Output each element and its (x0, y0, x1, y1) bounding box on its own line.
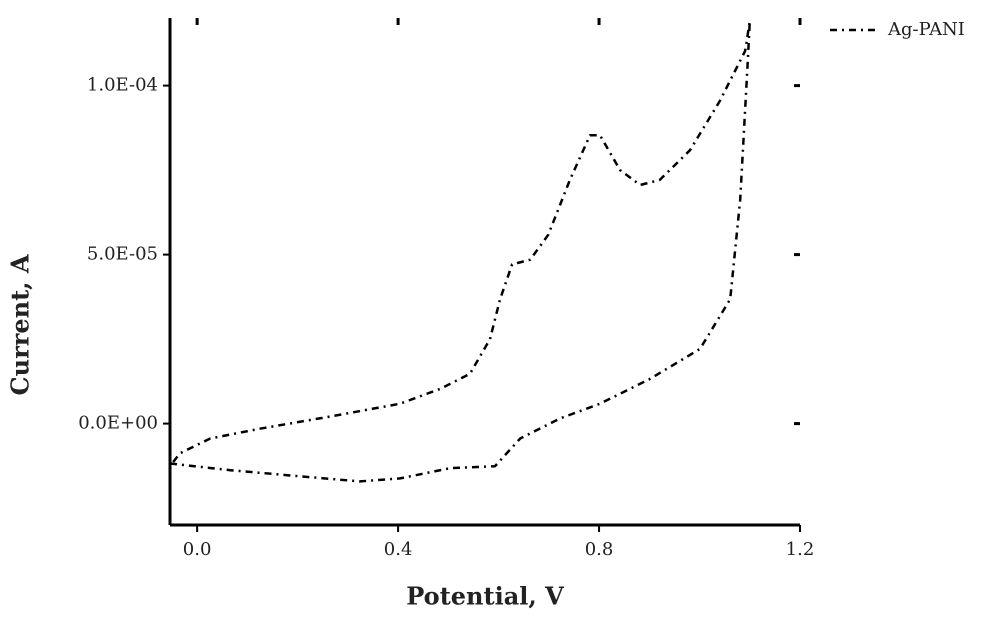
y-axis-label: Current, A (6, 254, 35, 395)
y-tick-label: 0.0E+00 (78, 413, 158, 434)
legend-label: Ag-PANI (887, 19, 965, 40)
data-line (169, 19, 752, 483)
y-tick-label: 5.0E-05 (87, 244, 158, 265)
x-tick-label: 0.8 (585, 539, 614, 560)
y-tick-label: 1.0E-04 (87, 75, 158, 96)
x-tick-label: 0.0 (183, 539, 212, 560)
x-tick-label: 1.2 (786, 539, 815, 560)
x-tick-label: 0.4 (384, 539, 413, 560)
x-axis-label: Potential, V (406, 582, 564, 611)
